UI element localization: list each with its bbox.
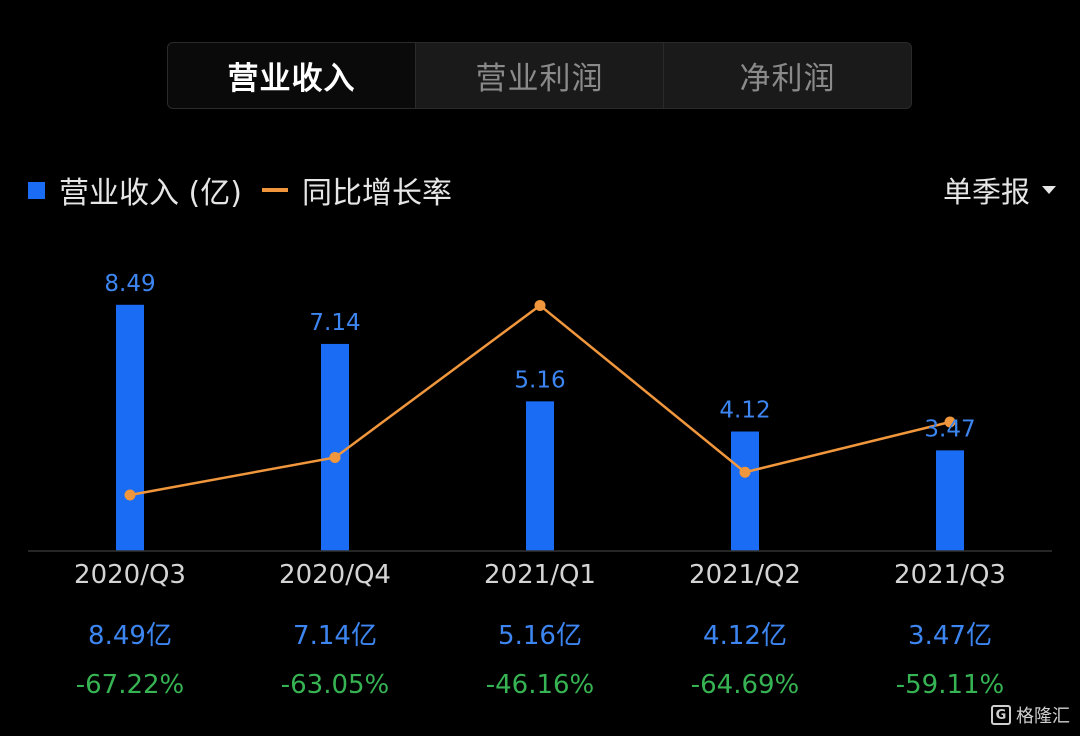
growth-point[interactable] <box>124 489 136 501</box>
quarter-label: 2020/Q4 <box>279 560 391 590</box>
line-legend-swatch <box>261 188 288 192</box>
growth-rate-label: -46.16% <box>485 670 595 700</box>
growth-point[interactable] <box>534 299 546 311</box>
metric-tabs: 营业收入 营业利润 净利润 <box>167 42 912 109</box>
revenue-value-label: 3.47亿 <box>908 621 992 651</box>
revenue-value-label: 7.14亿 <box>293 621 377 651</box>
growth-rate-label: -63.05% <box>280 670 390 700</box>
growth-point[interactable] <box>944 416 956 428</box>
bar-value-label: 7.14 <box>309 310 360 336</box>
bar-value-label: 8.49 <box>104 271 155 297</box>
quarter-label: 2021/Q1 <box>484 560 596 590</box>
revenue-bar[interactable] <box>526 401 554 551</box>
growth-point[interactable] <box>329 451 341 463</box>
chart-legend: 营业收入 (亿) 同比增长率 <box>28 168 452 212</box>
bar-value-label: 4.12 <box>719 398 770 424</box>
quarter-label: 2020/Q3 <box>74 560 186 590</box>
watermark-logo-icon: G <box>991 705 1011 725</box>
caret-down-icon <box>1042 186 1056 194</box>
revenue-bar[interactable] <box>936 450 964 551</box>
bar-legend-swatch <box>28 181 45 199</box>
bar-value-label: 5.16 <box>514 367 565 393</box>
tab-revenue[interactable]: 营业收入 <box>168 43 415 108</box>
revenue-chart: 8.49 7.14 5.16 4.12 3.47 <box>28 271 1052 552</box>
quarter-label: 2021/Q2 <box>689 560 801 590</box>
tab-net-profit[interactable]: 净利润 <box>663 43 911 108</box>
period-selector[interactable]: 单季报 <box>943 168 1056 212</box>
period-selector-label: 单季报 <box>942 175 1030 209</box>
watermark: G 格隆汇 <box>991 702 1070 728</box>
growth-rate-label: -64.69% <box>690 670 800 700</box>
revenue-value-label: 4.12亿 <box>703 621 787 651</box>
line-legend-label: 同比增长率 <box>301 176 452 211</box>
revenue-value-label: 5.16亿 <box>498 621 582 651</box>
revenue-bar[interactable] <box>731 431 759 551</box>
bar-value-label: 3.47 <box>924 416 975 442</box>
growth-point[interactable] <box>739 466 751 478</box>
growth-rate-label: -59.11% <box>895 670 1005 700</box>
quarter-label: 2021/Q3 <box>894 560 1006 590</box>
revenue-bar[interactable] <box>116 304 144 551</box>
revenue-bar[interactable] <box>321 343 349 551</box>
watermark-text: 格隆汇 <box>1016 706 1070 727</box>
revenue-value-label: 8.49亿 <box>88 621 172 651</box>
tab-operating-profit[interactable]: 营业利润 <box>415 43 663 108</box>
bar-legend-label: 营业收入 (亿) <box>59 176 242 211</box>
growth-rate-label: -67.22% <box>75 670 185 700</box>
